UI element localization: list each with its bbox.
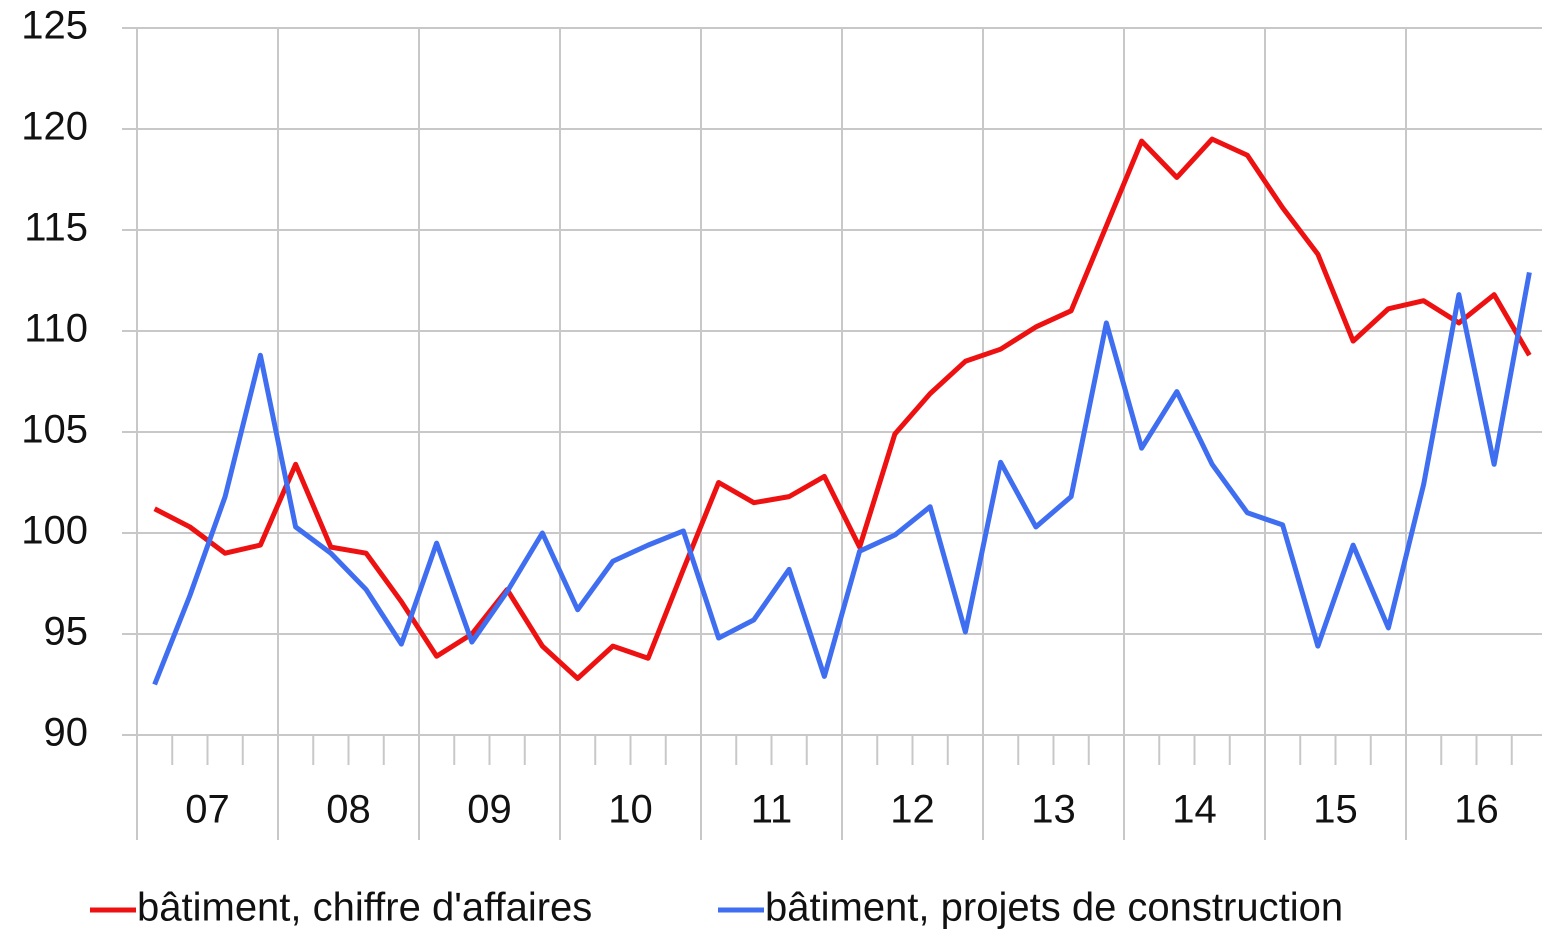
- y-tick-label: 120: [21, 105, 88, 149]
- x-group-label: 15: [1313, 788, 1358, 832]
- y-tick-label: 90: [44, 711, 89, 755]
- y-tick-label: 115: [24, 206, 88, 250]
- x-group-label: 16: [1454, 788, 1499, 832]
- x-group-label: 09: [467, 788, 512, 832]
- x-group-label: 07: [185, 788, 230, 832]
- y-tick-label: 125: [21, 4, 88, 48]
- x-group-label: 12: [890, 788, 935, 832]
- x-group-label: 08: [326, 788, 371, 832]
- line-series: [153, 136, 1532, 681]
- x-group-label: 14: [1172, 788, 1217, 832]
- line-series: [152, 271, 1532, 686]
- x-group-label: 13: [1031, 788, 1076, 832]
- x-group-label: 10: [608, 788, 653, 832]
- y-tick-label: 110: [24, 307, 88, 351]
- y-tick-label: 105: [21, 408, 88, 452]
- y-tick-label: 100: [21, 509, 88, 553]
- x-group-label: 11: [751, 788, 793, 832]
- legend-label: bâtiment, projets de construction: [765, 886, 1343, 930]
- y-tick-label: 95: [44, 610, 89, 654]
- legend-label: bâtiment, chiffre d'affaires: [137, 886, 592, 930]
